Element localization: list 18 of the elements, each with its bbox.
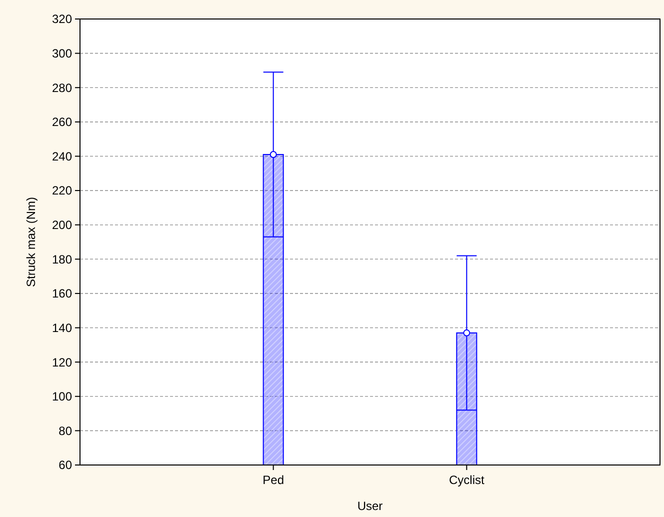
y-tick-label: 300 [52, 46, 72, 61]
y-tick-label: 160 [52, 286, 72, 301]
y-tick-label: 200 [52, 218, 72, 232]
y-tick-label: 280 [52, 80, 72, 95]
y-tick-label: 320 [52, 12, 72, 26]
y-tick-label: 260 [52, 115, 72, 130]
y-axis-title: Struck max (Nm) [24, 196, 38, 287]
y-tick-label: 140 [52, 320, 72, 335]
y-tick-label: 220 [52, 184, 72, 198]
x-axis-title: User [357, 499, 383, 513]
y-tick-label: 80 [58, 424, 72, 438]
y-tick-label: 240 [52, 149, 72, 164]
x-tick-label: Ped [262, 473, 284, 487]
y-tick-label: 180 [52, 252, 72, 266]
y-tick-label: 100 [52, 390, 72, 404]
x-tick-label: Cyclist [448, 473, 485, 487]
y-tick-label: 120 [52, 355, 72, 370]
y-tick-label: 60 [58, 458, 72, 472]
